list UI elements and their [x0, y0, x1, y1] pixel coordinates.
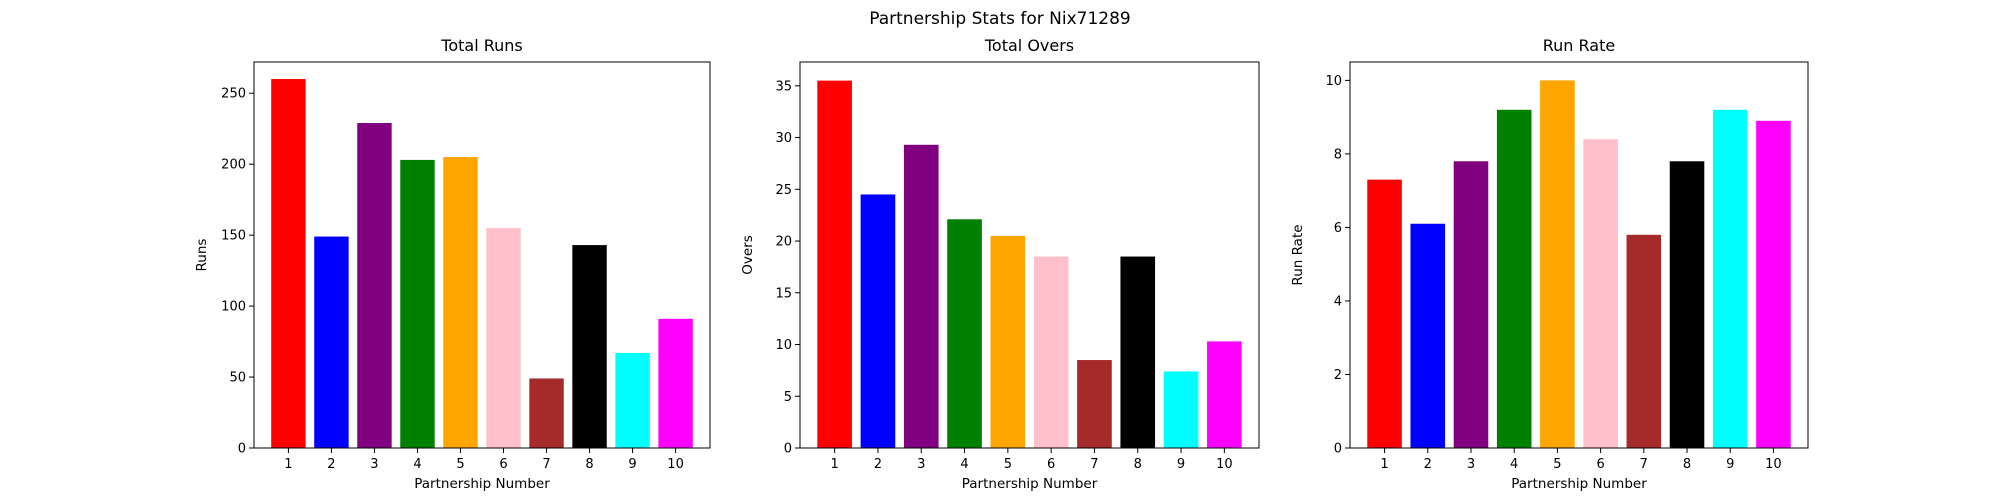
- x-tick-label: 10: [1765, 457, 1782, 472]
- bar-9: [1163, 371, 1199, 448]
- y-tick-label: 150: [221, 229, 246, 244]
- x-tick-label: 2: [1424, 457, 1432, 472]
- figure-title: Partnership Stats for Nix71289: [869, 9, 1131, 29]
- x-tick-label: 6: [499, 457, 507, 472]
- y-tick-label: 4: [1334, 294, 1342, 309]
- bar-10: [1207, 341, 1242, 448]
- x-tick-label: 3: [370, 457, 378, 472]
- y-tick-label: 0: [784, 442, 792, 457]
- y-axis-label: Runs: [194, 239, 210, 272]
- x-tick-label: 4: [413, 457, 421, 472]
- y-tick-label: 8: [1334, 147, 1342, 162]
- y-tick-label: 35: [775, 79, 792, 94]
- y-tick-label: 5: [784, 390, 792, 405]
- x-tick-label: 6: [1596, 457, 1604, 472]
- y-tick-label: 2: [1334, 368, 1342, 383]
- bar-5: [990, 235, 1026, 448]
- x-tick-label: 10: [1216, 457, 1233, 472]
- bar-6: [1583, 139, 1618, 448]
- y-tick-label: 30: [775, 131, 792, 146]
- x-tick-label: 8: [585, 457, 593, 472]
- bar-2: [1410, 223, 1446, 448]
- y-tick-label: 10: [775, 338, 792, 353]
- y-tick-label: 100: [221, 300, 246, 315]
- x-tick-label: 1: [1380, 457, 1388, 472]
- bar-4: [947, 219, 982, 448]
- y-tick-label: 15: [775, 286, 792, 301]
- bar-6: [486, 228, 521, 448]
- subplot-title: Total Runs: [440, 36, 522, 55]
- bar-3: [1453, 161, 1489, 448]
- x-tick-label: 4: [1510, 457, 1518, 472]
- y-tick-label: 0: [238, 442, 246, 457]
- bar-9: [615, 352, 650, 448]
- bar-6: [1033, 256, 1069, 448]
- x-tick-label: 7: [1090, 457, 1098, 472]
- plot-frame: [1349, 61, 1809, 449]
- bar-10: [1756, 120, 1791, 448]
- bar-8: [1669, 161, 1705, 448]
- bar-5: [1540, 80, 1575, 448]
- bar-8: [572, 245, 607, 448]
- x-tick-label: 7: [542, 457, 550, 472]
- x-tick-label: 1: [831, 457, 839, 472]
- bar-3: [357, 123, 392, 449]
- x-axis-label: Partnership Number: [962, 476, 1098, 492]
- x-tick-label: 1: [284, 457, 292, 472]
- bar-7: [1077, 360, 1112, 448]
- x-tick-label: 5: [1004, 457, 1012, 472]
- x-tick-label: 6: [1047, 457, 1055, 472]
- chart-panel: 1 2 3 4 5 6 7 8 9 10 0 2 4 6 8 10 Run Rate Partnership Nu…: [1290, 36, 1809, 492]
- bar-2: [314, 236, 349, 448]
- x-tick-label: 4: [960, 457, 968, 472]
- bar-8: [1120, 256, 1156, 448]
- x-tick-label: 2: [327, 457, 335, 472]
- y-axis-label: Overs: [740, 235, 756, 275]
- plot-frame: [253, 61, 711, 449]
- bar-7: [1626, 234, 1662, 448]
- y-tick-label: 20: [775, 235, 792, 250]
- x-axis-label: Partnership Number: [414, 476, 550, 492]
- y-tick-label: 10: [1325, 74, 1342, 89]
- bar-4: [400, 159, 435, 449]
- x-tick-label: 9: [1177, 457, 1185, 472]
- x-tick-label: 9: [1726, 457, 1734, 472]
- y-tick-label: 200: [221, 158, 246, 173]
- subplot-title: Run Rate: [1543, 36, 1615, 55]
- bar-9: [1712, 109, 1748, 448]
- bar-1: [817, 80, 852, 448]
- y-tick-label: 50: [229, 371, 246, 386]
- bar-1: [271, 79, 306, 448]
- bar-5: [443, 157, 478, 448]
- bar-3: [903, 144, 939, 449]
- chart-panel: 1 2 3 4 5 6 7 8 9 10 0 5 10 15 20 25 30 35 Total Overs Part…: [740, 36, 1260, 492]
- x-axis-label: Partnership Number: [1511, 476, 1647, 492]
- bar-10: [658, 318, 693, 448]
- x-tick-label: 9: [628, 457, 636, 472]
- y-axis-label: Run Rate: [1290, 224, 1306, 285]
- bar-4: [1496, 109, 1532, 448]
- y-tick-label: 0: [1334, 442, 1342, 457]
- y-tick-label: 25: [775, 183, 792, 198]
- x-tick-label: 10: [667, 457, 684, 472]
- subplot-title: Total Overs: [984, 36, 1074, 55]
- x-tick-label: 5: [456, 457, 464, 472]
- x-tick-label: 5: [1553, 457, 1561, 472]
- bar-7: [529, 378, 564, 448]
- bar-1: [1367, 179, 1402, 448]
- x-tick-label: 3: [917, 457, 925, 472]
- x-tick-label: 2: [874, 457, 882, 472]
- x-tick-label: 8: [1134, 457, 1142, 472]
- x-tick-label: 8: [1683, 457, 1691, 472]
- y-tick-label: 250: [221, 87, 246, 102]
- x-tick-label: 7: [1640, 457, 1648, 472]
- plot-frame: [799, 61, 1260, 449]
- bar-2: [860, 194, 896, 448]
- x-tick-label: 3: [1467, 457, 1475, 472]
- y-tick-label: 6: [1334, 221, 1342, 236]
